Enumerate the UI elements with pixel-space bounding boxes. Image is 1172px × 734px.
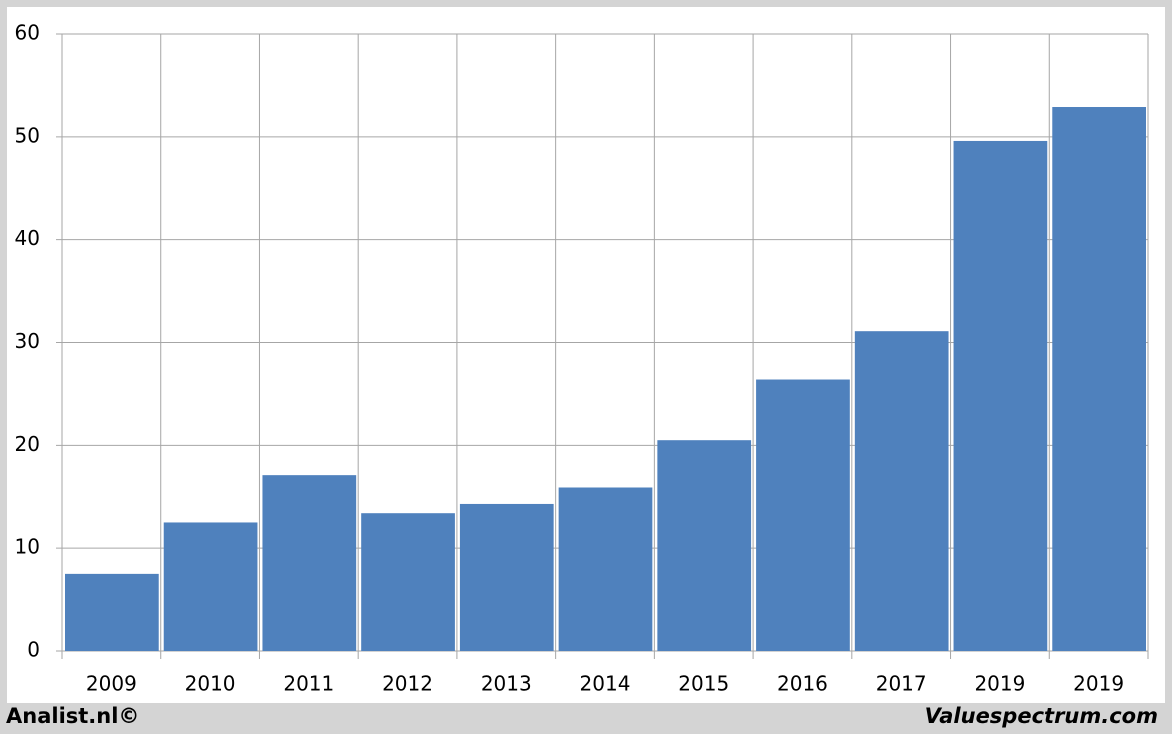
y-tick-label: 0 bbox=[27, 638, 40, 662]
footer-right: Valuespectrum.com bbox=[925, 704, 1158, 728]
x-tick-label: 2011 bbox=[283, 672, 334, 696]
bar bbox=[361, 513, 455, 651]
x-tick-label: 2010 bbox=[185, 672, 236, 696]
bar bbox=[953, 140, 1048, 652]
x-tick-label: 2019 bbox=[1073, 672, 1124, 696]
x-tick-label: 2019 bbox=[974, 672, 1025, 696]
x-tick-label: 2009 bbox=[86, 672, 137, 696]
y-tick-label: 50 bbox=[15, 123, 40, 147]
x-tick-label: 2017 bbox=[876, 672, 927, 696]
x-tick-label: 2014 bbox=[580, 672, 631, 696]
y-tick-label: 30 bbox=[15, 329, 40, 353]
bar bbox=[1052, 107, 1146, 652]
bar bbox=[262, 475, 357, 651]
x-tick-label: 2016 bbox=[777, 672, 828, 696]
bar bbox=[756, 379, 850, 651]
y-tick-label: 40 bbox=[15, 226, 40, 250]
bar bbox=[163, 522, 258, 651]
y-tick-label: 20 bbox=[15, 432, 40, 456]
x-tick-label: 2012 bbox=[382, 672, 433, 696]
bar bbox=[65, 573, 159, 651]
bar bbox=[459, 503, 554, 651]
y-tick-label: 10 bbox=[15, 535, 40, 559]
y-tick-label: 60 bbox=[15, 21, 40, 45]
bar bbox=[657, 440, 752, 651]
bar bbox=[558, 487, 653, 651]
bar bbox=[854, 331, 949, 651]
x-tick-label: 2013 bbox=[481, 672, 532, 696]
x-tick-label: 2015 bbox=[678, 672, 729, 696]
footer-left: Analist.nl© bbox=[6, 704, 139, 728]
